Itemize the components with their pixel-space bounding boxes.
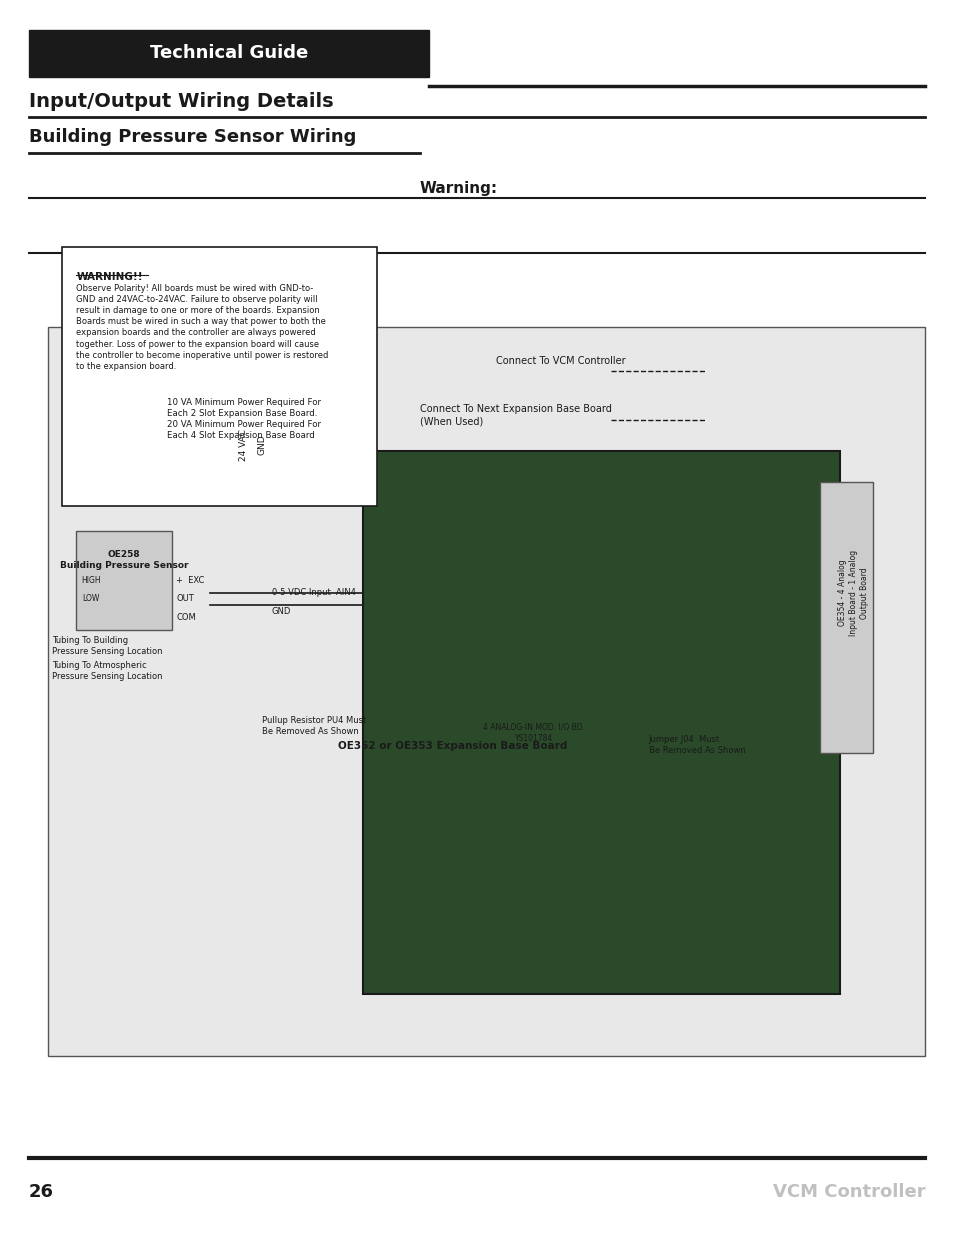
- Text: COM: COM: [176, 613, 196, 622]
- Bar: [820, 482, 872, 753]
- Text: Tubing To Atmospheric
Pressure Sensing Location: Tubing To Atmospheric Pressure Sensing L…: [52, 661, 163, 680]
- Text: HIGH: HIGH: [81, 576, 100, 585]
- FancyBboxPatch shape: [62, 247, 376, 506]
- Text: Technical Guide: Technical Guide: [150, 44, 308, 62]
- Text: Warning:: Warning:: [419, 182, 497, 196]
- Text: 10 VA Minimum Power Required For
Each 2 Slot Expansion Base Board.
20 VA Minimum: 10 VA Minimum Power Required For Each 2 …: [167, 398, 320, 440]
- Text: Jumper J04  Must
Be Removed As Shown: Jumper J04 Must Be Removed As Shown: [648, 735, 744, 755]
- Text: Connect To Next Expansion Base Board
(When Used): Connect To Next Expansion Base Board (Wh…: [419, 404, 611, 426]
- Text: OE258
Building Pressure Sensor: OE258 Building Pressure Sensor: [60, 550, 188, 569]
- Bar: [76, 531, 172, 630]
- Text: Pullup Resistor PU4 Must
Be Removed As Shown: Pullup Resistor PU4 Must Be Removed As S…: [262, 716, 366, 736]
- Text: Input/Output Wiring Details: Input/Output Wiring Details: [29, 93, 333, 111]
- Text: OE352 or OE353 Expansion Base Board: OE352 or OE353 Expansion Base Board: [338, 741, 567, 751]
- Text: GND: GND: [272, 606, 291, 616]
- Text: 26: 26: [29, 1183, 53, 1202]
- Text: +  EXC: + EXC: [176, 576, 205, 585]
- Text: 0-5 VDC Input  AIN4: 0-5 VDC Input AIN4: [272, 588, 355, 598]
- Text: 24 VAC: 24 VAC: [238, 429, 248, 461]
- Bar: [29, 30, 429, 77]
- Text: Building Pressure Sensor Wiring: Building Pressure Sensor Wiring: [29, 127, 355, 146]
- Bar: [362, 451, 839, 994]
- Bar: [48, 327, 924, 1056]
- Text: LOW: LOW: [82, 594, 99, 604]
- Text: Tubing To Building
Pressure Sensing Location: Tubing To Building Pressure Sensing Loca…: [52, 636, 163, 656]
- Text: GND: GND: [257, 435, 267, 454]
- Text: Observe Polarity! All boards must be wired with GND-to-
GND and 24VAC-to-24VAC. : Observe Polarity! All boards must be wir…: [76, 284, 329, 370]
- Text: Connect To VCM Controller: Connect To VCM Controller: [496, 356, 625, 366]
- Text: OE354 - 4 Analog
Input Board - 1 Analog
Output Board: OE354 - 4 Analog Input Board - 1 Analog …: [838, 550, 868, 636]
- Text: WARNING!!: WARNING!!: [76, 272, 143, 282]
- Text: OUT: OUT: [176, 594, 194, 604]
- Text: 4 ANALOG-IN MOD. I/O BD.
YS101784: 4 ANALOG-IN MOD. I/O BD. YS101784: [483, 722, 584, 742]
- Text: VCM Controller: VCM Controller: [772, 1183, 924, 1202]
